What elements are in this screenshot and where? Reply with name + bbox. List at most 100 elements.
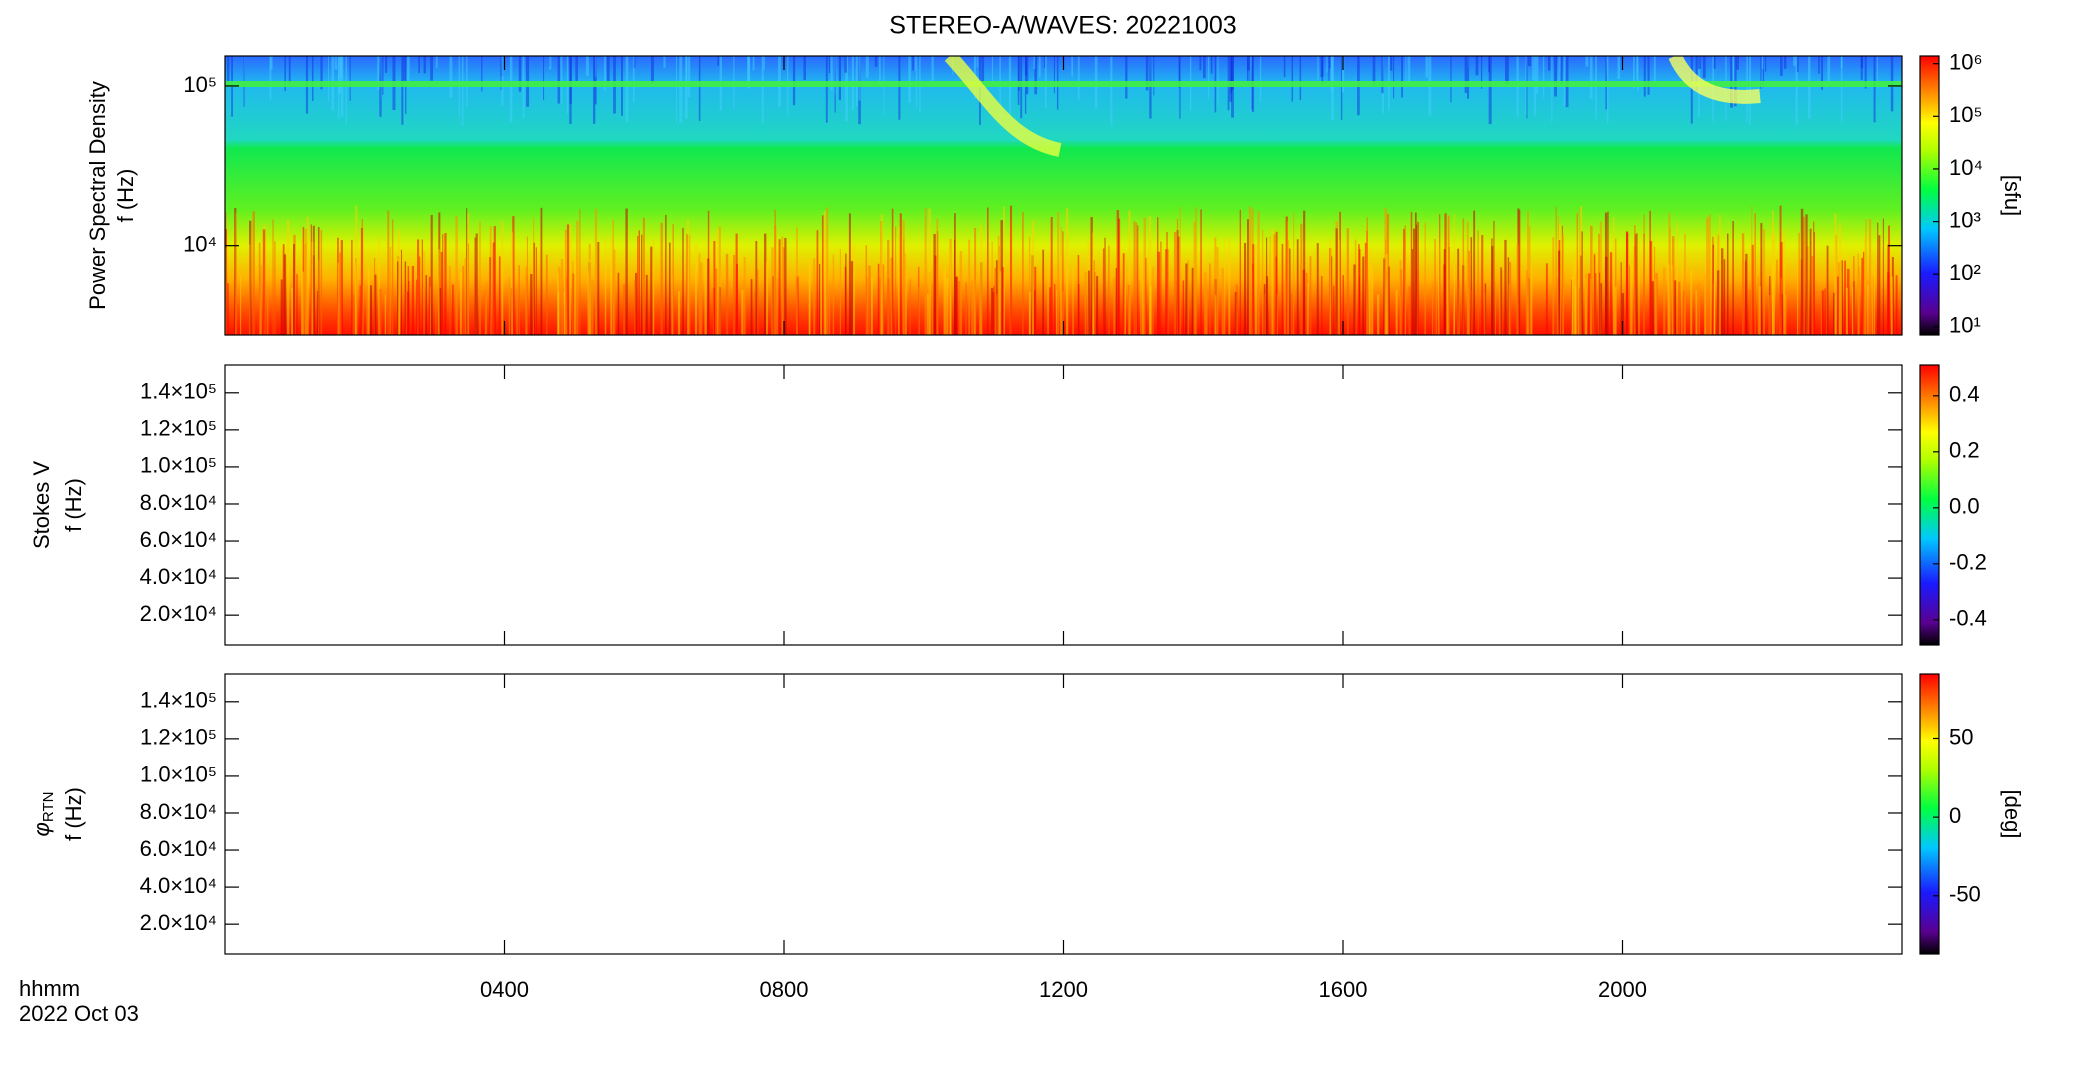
texture-streak [858,56,861,101]
y-tick-label: 1.2×10⁵ [140,416,217,441]
texture-streak [1676,221,1678,335]
colorbar [1919,673,1940,955]
y-axis-label: Power Spectral Density [85,81,110,310]
texture-streak [1877,222,1879,335]
texture-streak [687,218,689,335]
texture-streak [1696,284,1698,335]
texture-streak [828,284,831,335]
texture-streak [999,271,1002,335]
colorbar-tick-label: 10⁶ [1949,50,1983,75]
texture-streak [1033,56,1036,70]
texture-streak [1760,56,1762,89]
texture-streak [587,271,590,335]
texture-streak [819,263,821,335]
texture-streak [1446,246,1449,335]
texture-streak [880,214,883,335]
texture-streak [1768,294,1771,335]
texture-streak [1882,218,1884,335]
texture-streak [283,254,287,335]
texture-streak [1321,56,1324,85]
texture-streak [367,267,370,335]
texture-streak [466,208,468,335]
texture-streak [1125,56,1128,99]
texture-streak [1269,236,1271,335]
texture-streak [492,242,495,335]
texture-streak [714,268,718,335]
texture-streak [397,261,399,335]
texture-streak [1813,232,1815,335]
texture-streak [1581,231,1583,335]
texture-streak [1149,56,1152,119]
texture-streak [351,240,353,335]
texture-streak [235,212,237,335]
texture-streak [1605,256,1608,335]
texture-streak [1173,232,1177,335]
texture-streak [1032,220,1035,335]
colorbar-label: [sfu] [2000,175,2025,217]
texture-streak [1776,259,1778,335]
texture-streak [569,56,572,125]
texture-streak [585,56,589,76]
y-axis-label: f (Hz) [61,787,86,841]
texture-streak [1148,215,1152,335]
texture-streak [1329,238,1332,335]
texture-streak [1494,282,1496,335]
texture-streak [1847,268,1850,335]
texture-streak [845,253,847,335]
texture-streak [1443,249,1446,335]
texture-streak [400,249,402,335]
texture-streak [1741,233,1745,335]
texture-streak [959,251,963,335]
texture-streak [467,243,470,335]
texture-streak [501,56,504,106]
texture-streak [1333,285,1335,335]
texture-streak [421,239,423,335]
texture-streak [1062,231,1064,335]
texture-streak [752,56,755,71]
texture-streak [1317,56,1319,81]
texture-streak [1578,288,1580,335]
texture-streak [1620,262,1622,335]
y-tick-label: 6.0×10⁴ [140,527,217,552]
chart-title: STEREO-A/WAVES: 20221003 [889,12,1236,40]
texture-streak [280,279,283,335]
texture-streak [1123,255,1126,335]
texture-streak [613,249,616,335]
texture-streak [1305,272,1308,335]
texture-streak [411,265,415,335]
texture-streak [1826,245,1829,335]
texture-streak [813,258,816,335]
texture-streak [1887,244,1890,335]
texture-streak [1491,238,1493,335]
texture-streak [1042,249,1045,335]
texture-streak [1165,249,1167,335]
texture-streak [1798,232,1800,335]
texture-streak [1525,270,1528,335]
texture-streak [345,56,347,125]
texture-streak [1246,56,1249,81]
texture-streak [1861,257,1864,335]
texture-streak [1751,205,1753,335]
texture-streak [419,256,421,335]
texture-streak [933,233,936,335]
texture-streak [995,294,998,335]
texture-streak [1499,267,1502,335]
texture-streak [1824,288,1826,335]
texture-streak [1453,214,1456,335]
texture-streak [1221,268,1224,335]
texture-streak [1585,273,1588,335]
texture-streak [931,56,934,82]
texture-streak [416,279,418,335]
texture-streak [832,254,835,335]
texture-streak [1235,284,1239,335]
texture-streak [1115,267,1118,335]
texture-streak [1528,56,1531,67]
texture-streak [612,219,615,335]
colorbar-tick-label: 0 [1949,803,1961,828]
texture-streak [1166,249,1169,335]
texture-streak [1385,270,1388,335]
texture-streak [481,56,483,92]
texture-streak [338,56,342,94]
texture-streak [540,207,543,335]
texture-streak [1599,221,1602,335]
